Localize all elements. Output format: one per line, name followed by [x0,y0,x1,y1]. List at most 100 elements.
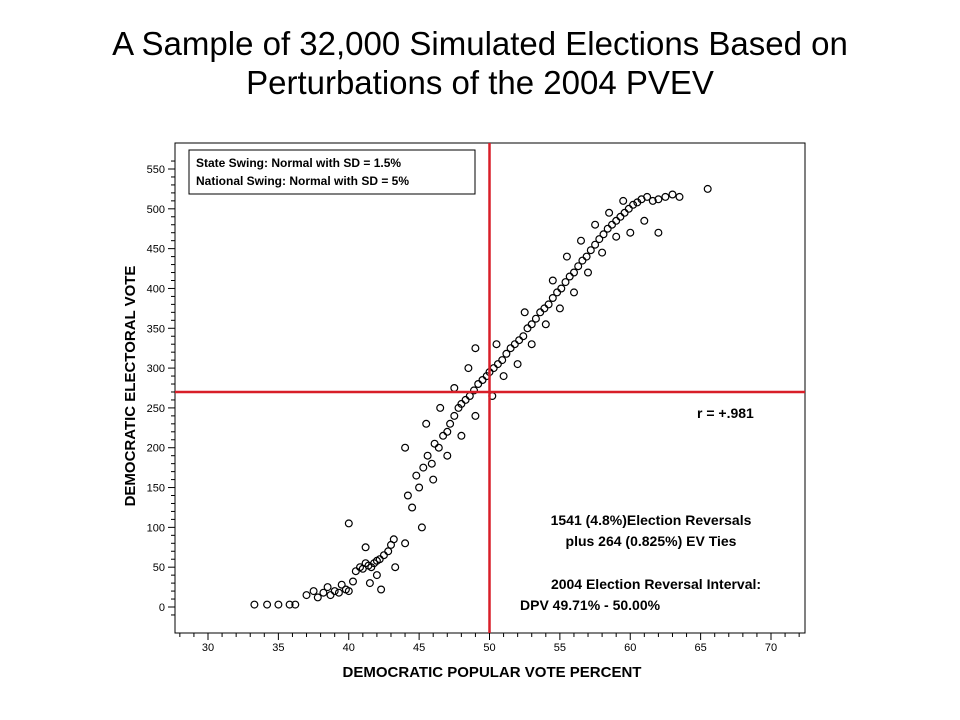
data-point [603,224,612,233]
data-point [274,600,283,609]
data-point [591,240,600,249]
data-point [457,399,466,408]
data-point [648,196,657,205]
annotation-reversals: 1541 (4.8%)Election Reversals [551,512,752,528]
data-point [422,419,431,428]
data-point [598,248,607,257]
data-point [620,208,629,217]
data-point [582,252,591,261]
data-point [443,427,452,436]
data-point [436,403,445,412]
data-point [313,593,322,602]
data-point [351,567,360,576]
data-point [527,320,536,329]
data-point [450,411,459,420]
data-point [412,471,421,480]
data-point [605,208,614,217]
data-point [349,577,358,586]
data-point [661,192,670,201]
data-point [654,195,663,204]
x-tick-label: 55 [554,642,566,654]
data-point [291,600,300,609]
data-point [523,324,532,333]
y-tick-label: 500 [147,204,165,216]
y-tick-label: 150 [147,483,165,495]
data-point [285,600,294,609]
data-point [389,535,398,544]
data-point [548,294,557,303]
x-tick-label: 60 [624,642,636,654]
data-point [384,547,393,556]
data-point [361,543,370,552]
data-point [379,551,388,560]
data-point [668,190,677,199]
data-point [502,349,511,358]
data-point [330,587,339,596]
data-point [578,256,587,265]
slide-title: A Sample of 32,000 Simulated Elections B… [30,24,930,102]
data-point [302,591,311,600]
data-point [493,360,502,369]
data-point [391,563,400,572]
x-tick-label: 45 [413,642,425,654]
x-axis-title: DEMOCRATIC POPULAR VOTE PERCENT [343,664,642,681]
data-point [519,332,528,341]
data-point [464,364,473,373]
data-point [586,246,595,255]
data-point [515,336,524,345]
data-point [319,588,328,597]
data-point [513,360,522,369]
data-point [612,232,621,241]
data-point [569,288,578,297]
y-tick-label: 250 [147,403,165,415]
data-point [375,555,384,564]
data-point [344,587,353,596]
data-point [408,503,417,512]
data-point [557,284,566,293]
data-point [544,300,553,309]
data-point [401,539,410,548]
data-point [434,443,443,452]
data-point [446,419,455,428]
data-point [492,340,501,349]
x-tick-label: 70 [765,642,777,654]
legend-line-national-swing: National Swing: Normal with SD = 5% [196,174,409,188]
y-tick-label: 450 [147,244,165,256]
legend-box: State Swing: Normal with SD = 1.5% Natio… [188,149,476,195]
data-point [470,386,479,395]
data-point [429,475,438,484]
data-point [263,600,272,609]
data-point [555,304,564,313]
data-point [612,216,621,225]
x-tick-label: 50 [483,642,495,654]
legend-frame [188,149,476,195]
data-point [417,523,426,532]
y-tick-label: 0 [159,602,165,614]
data-point [443,451,452,460]
data-point [430,439,439,448]
data-point [624,204,633,213]
data-point [569,268,578,277]
data-point [574,262,583,271]
data-point [415,483,424,492]
data-point [427,459,436,468]
data-point [619,196,628,205]
y-tick-label: 350 [147,323,165,335]
data-point [541,320,550,329]
data-point [583,268,592,277]
data-point [548,276,557,285]
y-tick-label: 550 [147,164,165,176]
data-point [326,591,335,600]
x-tick-label: 30 [202,642,214,654]
data-point [423,451,432,460]
data-point [599,230,608,239]
data-point [626,228,635,237]
y-tick-label: 100 [147,522,165,534]
data-point [561,278,570,287]
data-point [471,344,480,353]
data-point [565,272,574,281]
data-point [595,235,604,244]
data-point [439,431,448,440]
data-point [401,443,410,452]
